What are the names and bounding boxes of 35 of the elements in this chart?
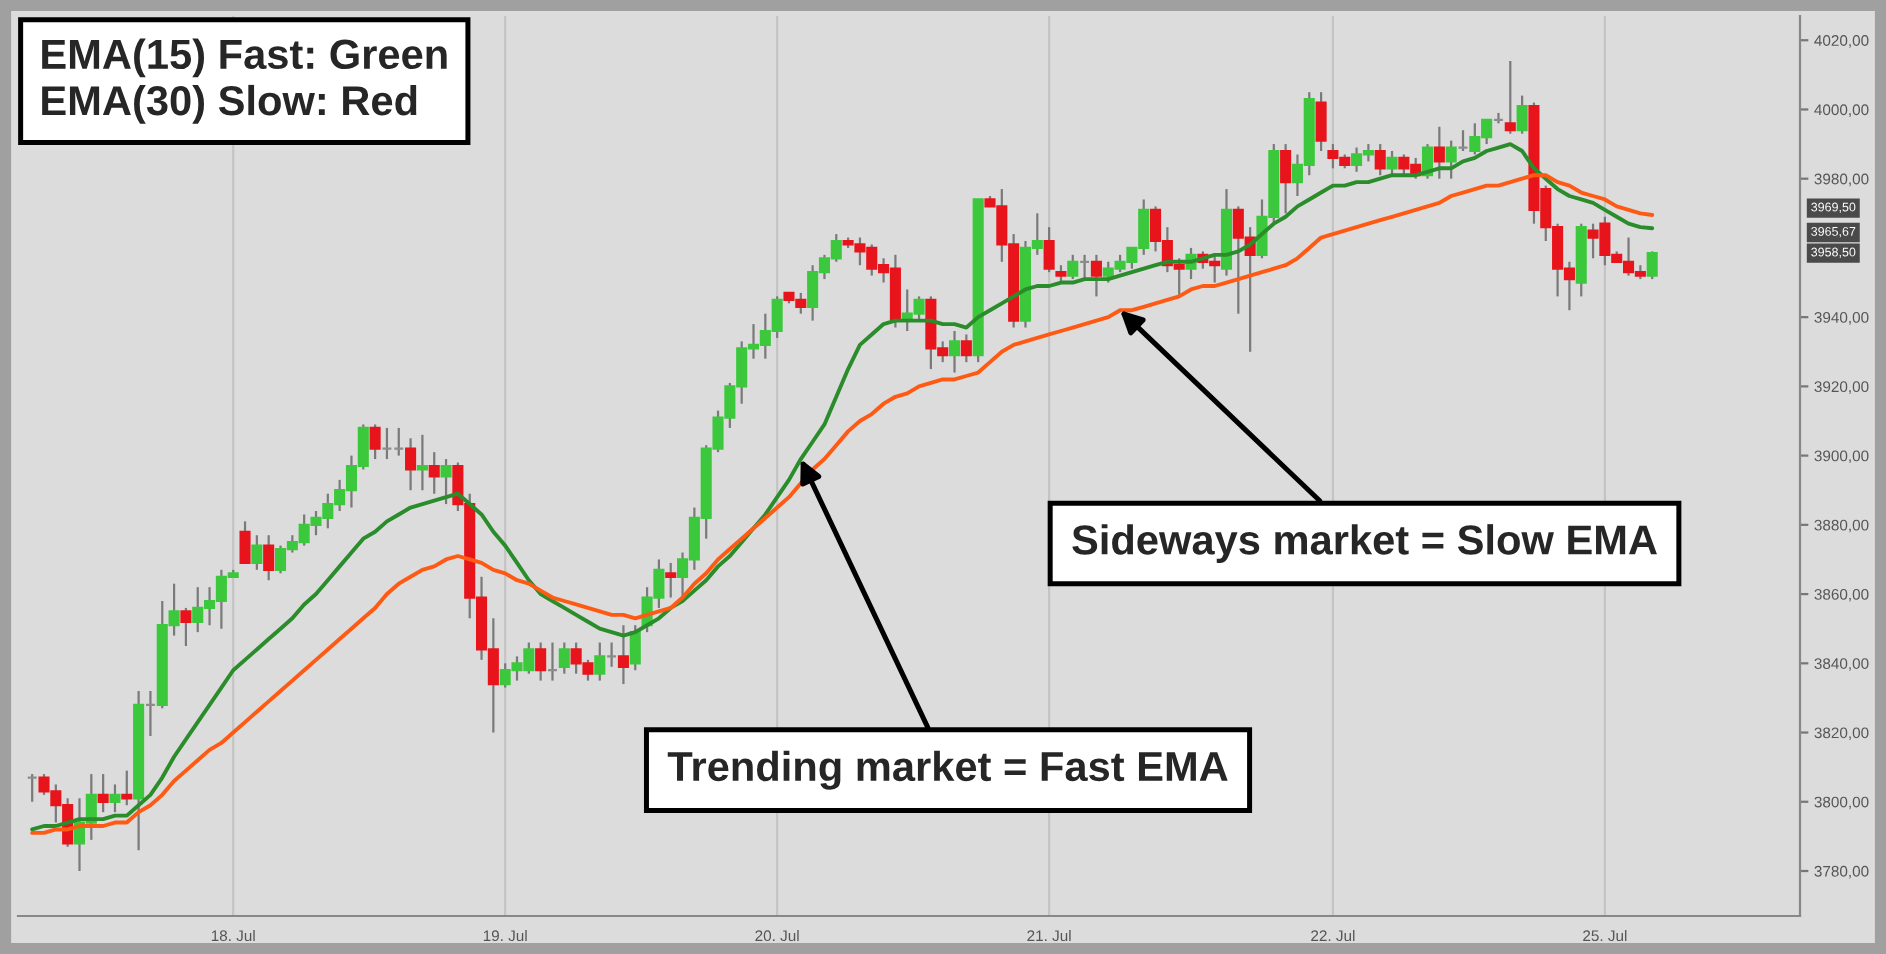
annotation: Trending market = Fast EMA	[667, 750, 1228, 790]
candlestick	[1374, 142, 1386, 177]
candlestick	[109, 783, 121, 814]
annotation: EMA(15) Fast: Green EMA(30) Slow: Red	[42, 38, 447, 124]
candlestick	[1433, 125, 1445, 180]
candlestick	[369, 423, 381, 461]
candlestick	[1043, 226, 1055, 274]
candlestick	[558, 641, 570, 675]
candlestick	[665, 561, 677, 599]
candlestick	[1445, 139, 1457, 180]
candlestick	[239, 520, 251, 565]
candlestick	[1646, 250, 1658, 281]
candlestick	[948, 329, 961, 374]
candlestick	[1516, 94, 1528, 135]
candlestick	[1386, 149, 1398, 177]
candlestick	[629, 624, 641, 672]
candlestick	[1280, 142, 1292, 215]
candlestick	[535, 641, 547, 682]
candlestick	[251, 534, 263, 571]
candlestick	[960, 333, 972, 364]
candlestick	[594, 641, 606, 682]
candlestick	[405, 437, 417, 492]
candlestick	[121, 769, 133, 807]
candlestick	[180, 606, 192, 648]
candlestick	[416, 433, 428, 492]
candlestick	[97, 772, 109, 814]
candlestick	[263, 534, 275, 582]
candlestick	[440, 457, 452, 506]
candlestick	[1090, 253, 1102, 298]
candlestick	[1504, 59, 1516, 135]
candlestick	[428, 451, 440, 495]
candlestick	[1315, 91, 1327, 153]
candlestick	[617, 624, 629, 686]
annotation: Sideways market = Slow EMA	[1072, 524, 1657, 563]
candlestick	[1067, 253, 1079, 281]
